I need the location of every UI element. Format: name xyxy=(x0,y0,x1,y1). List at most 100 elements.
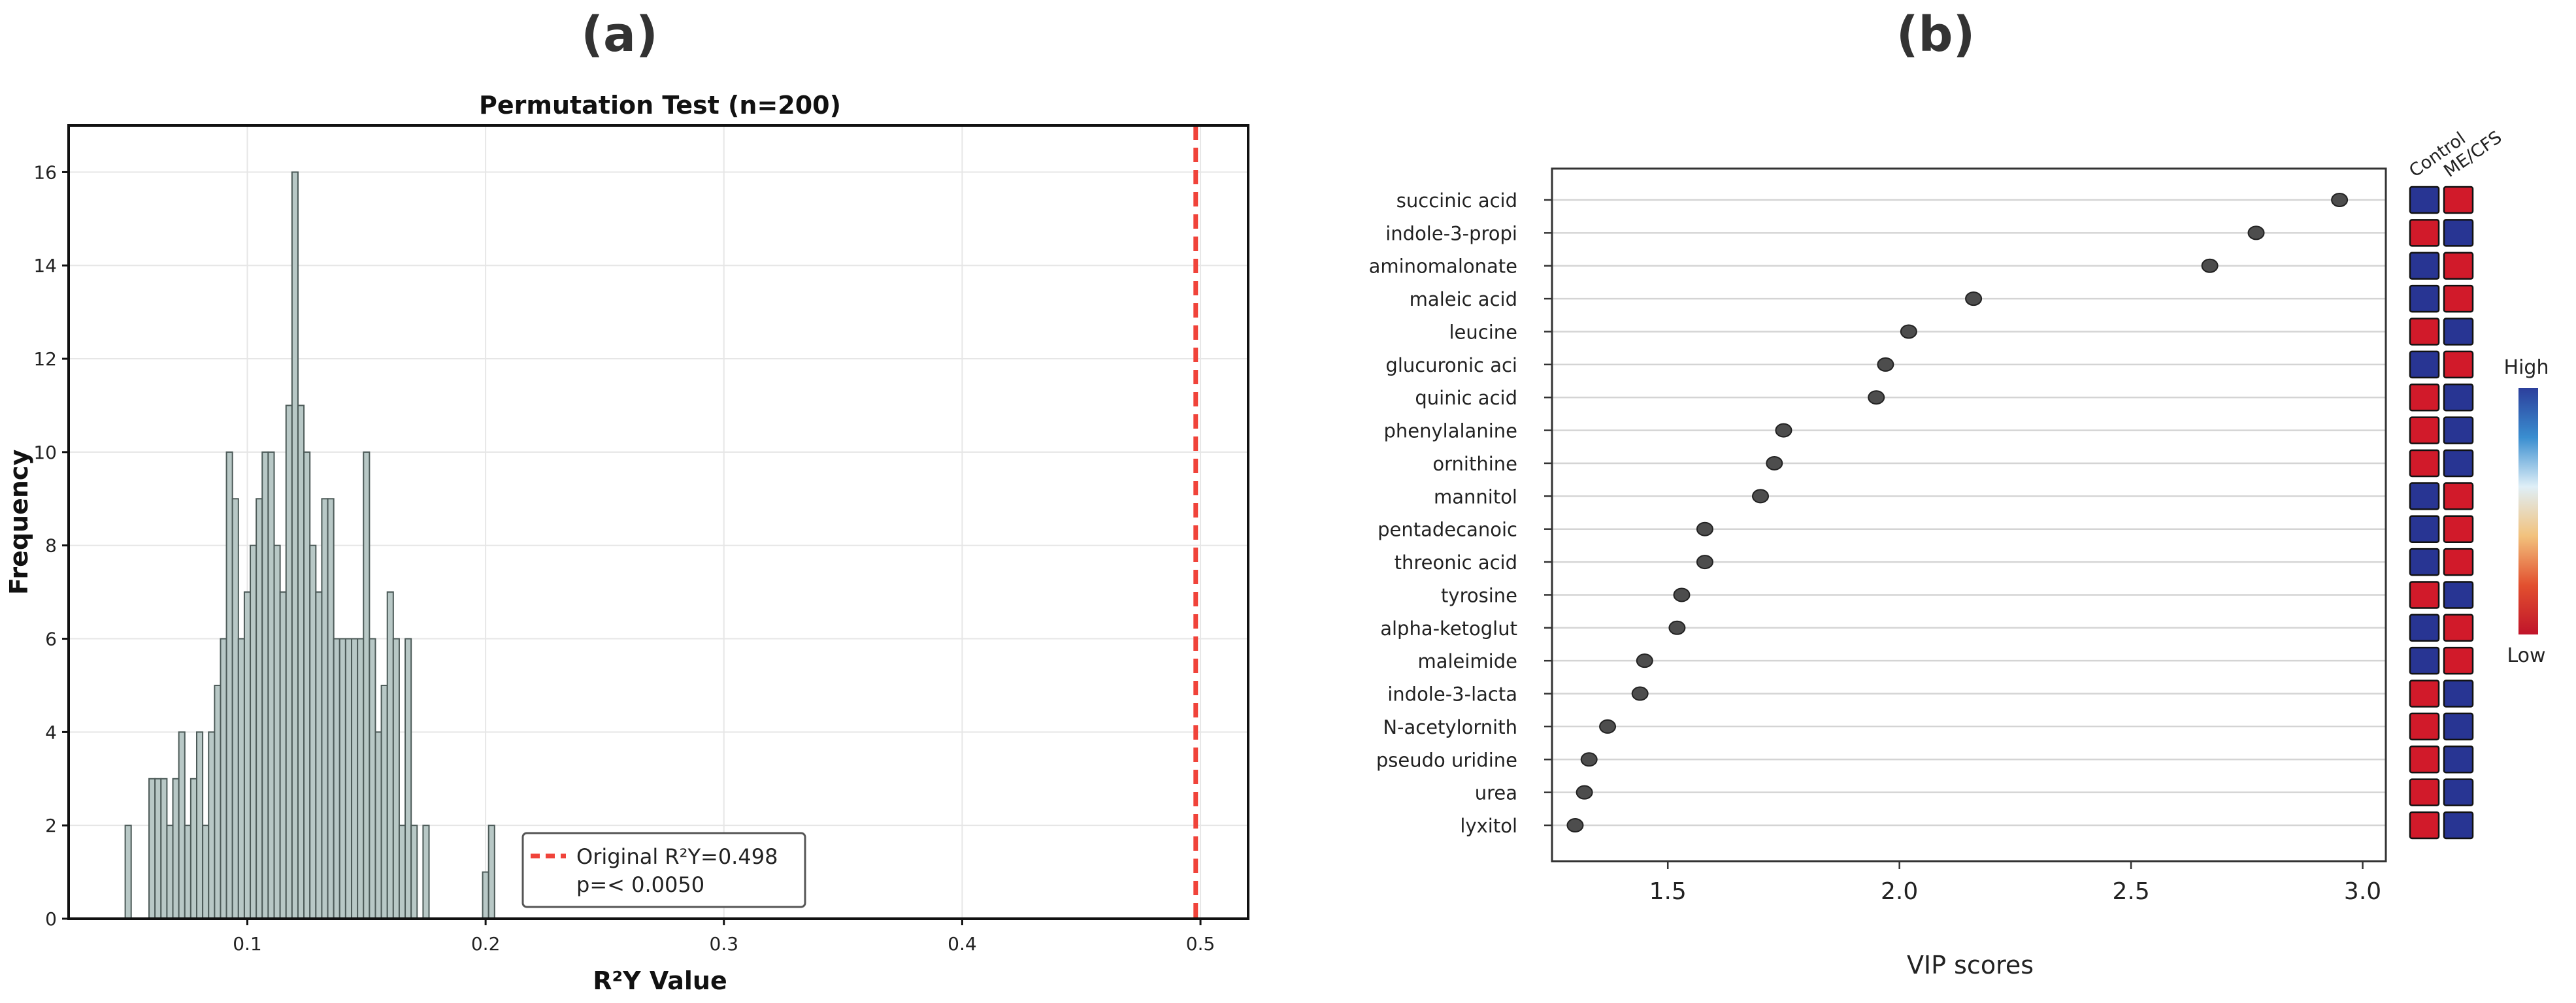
vip-point xyxy=(1696,555,1713,570)
histogram-bar xyxy=(339,638,346,919)
histogram-bar xyxy=(410,825,418,920)
histogram-legend: Original R²Y=0.498 p=< 0.0050 xyxy=(521,832,806,908)
heatmap-cell-control xyxy=(2409,252,2440,280)
vip-x-axis-label: VIP scores xyxy=(1907,951,2034,979)
vip-point xyxy=(2201,258,2219,273)
vip-point xyxy=(1766,455,1783,470)
histogram-bar xyxy=(214,684,222,919)
heatmap-cell-control xyxy=(2409,416,2440,444)
heatmap-cell-mecfs xyxy=(2443,712,2474,741)
vip-point xyxy=(1576,785,1593,800)
heatmap-cell-mecfs xyxy=(2443,350,2474,379)
heatmap-cell-control xyxy=(2409,482,2440,510)
heatmap-cell-control xyxy=(2409,548,2440,576)
heatmap-cell-control xyxy=(2409,778,2440,806)
histogram-bar xyxy=(166,825,174,920)
colorbar-low-label: Low xyxy=(2507,644,2545,667)
histogram-x-ticks: 0.1 0.2 0.3 0.4 0.5 xyxy=(233,919,1215,955)
histogram-bar xyxy=(315,591,323,920)
heatmap-cell-control xyxy=(2409,383,2440,412)
histogram-bar xyxy=(208,731,216,919)
heatmap-cell-mecfs xyxy=(2443,482,2474,510)
vip-x-tick-label: 3.0 xyxy=(2344,878,2381,905)
histogram-bar xyxy=(369,638,376,919)
histogram-bar xyxy=(344,638,353,919)
histogram-bar xyxy=(279,591,287,920)
vip-point xyxy=(2247,225,2265,240)
y-tick-label: 12 xyxy=(33,348,57,370)
heatmap-cell-mecfs xyxy=(2443,680,2474,708)
histogram-bar xyxy=(243,591,252,920)
histogram-bar xyxy=(231,498,239,919)
heatmap-cell-mecfs xyxy=(2443,186,2474,214)
legend-box xyxy=(521,832,806,908)
vip-point xyxy=(1877,357,1894,372)
heatmap-cell-mecfs xyxy=(2443,811,2474,840)
histogram-bar xyxy=(202,825,210,920)
histogram-bar xyxy=(267,451,275,919)
histogram-bar xyxy=(237,638,245,919)
histogram-bar xyxy=(256,498,263,919)
heatmap-cell-control xyxy=(2409,646,2440,675)
histogram-bar xyxy=(190,778,197,919)
vip-point xyxy=(1673,587,1691,602)
colorbar-high-label: High xyxy=(2504,356,2549,379)
vip-point xyxy=(1696,521,1713,536)
histogram-bar xyxy=(225,451,233,919)
vip-row-label: ornithine xyxy=(1432,453,1517,475)
histogram-bar xyxy=(392,638,400,919)
heatmap-cell-control xyxy=(2409,746,2440,774)
y-tick-label: 6 xyxy=(45,629,57,650)
histogram-bar xyxy=(250,544,257,919)
vip-chart: succinic acid indole-3-propi aminomalonate… xyxy=(1369,127,2549,979)
heatmap-cell-control xyxy=(2409,515,2440,543)
histogram-bar xyxy=(327,498,335,919)
histogram-bar xyxy=(273,544,281,919)
heatmap-cell-mecfs xyxy=(2443,778,2474,806)
x-tick-label: 0.2 xyxy=(471,933,501,955)
heatmap-cell-control xyxy=(2409,350,2440,379)
vip-point xyxy=(1775,423,1792,438)
heatmap-cell-mecfs xyxy=(2443,646,2474,675)
histogram-bar xyxy=(184,825,191,920)
vip-row-label: threonic acid xyxy=(1395,551,1517,574)
heatmap-cell-control xyxy=(2409,284,2440,313)
y-tick-label: 4 xyxy=(45,721,57,743)
vip-row-label: lyxitol xyxy=(1460,815,1517,837)
histogram-y-ticks: 0 2 4 6 8 10 12 14 16 xyxy=(33,161,69,930)
heatmap-cell-control xyxy=(2409,712,2440,741)
vip-plot-frame xyxy=(1551,167,2387,863)
vip-point xyxy=(1631,686,1649,701)
heatmap-cell-mecfs xyxy=(2443,318,2474,346)
heatmap-cell-control xyxy=(2409,449,2440,478)
heatmap-cell-mecfs xyxy=(2443,548,2474,576)
histogram-bar xyxy=(297,404,305,919)
histogram-bar xyxy=(178,731,186,919)
vip-rows: succinic acid indole-3-propi aminomalonate… xyxy=(1369,189,2386,837)
histogram-bar xyxy=(291,171,299,920)
histogram-bar xyxy=(380,684,388,919)
vip-row-label: pentadecanoic xyxy=(1378,519,1517,541)
vip-x-ticks: 1.5 2.0 2.5 3.0 xyxy=(1649,861,2381,905)
histogram-bar xyxy=(285,404,293,919)
vip-point xyxy=(1580,752,1598,767)
vip-point xyxy=(1900,324,1917,339)
y-tick-label: 10 xyxy=(33,442,57,463)
heatmap-cell-mecfs xyxy=(2443,746,2474,774)
y-tick-label: 14 xyxy=(33,255,57,276)
heatmap-cell-control xyxy=(2409,219,2440,247)
histogram-bar xyxy=(195,731,204,919)
vip-point xyxy=(1636,653,1653,668)
vip-row-label: phenylalanine xyxy=(1384,420,1518,442)
histogram-bar xyxy=(351,638,359,919)
histogram-bar xyxy=(160,778,168,919)
histogram-bar xyxy=(487,825,495,920)
histogram-bar xyxy=(398,825,406,920)
histogram-bar xyxy=(303,451,311,919)
x-tick-label: 0.1 xyxy=(233,933,262,955)
heatmap-cell-control xyxy=(2409,614,2440,642)
heatmap-cell-mecfs xyxy=(2443,383,2474,412)
heatmap-cell-mecfs xyxy=(2443,416,2474,444)
heatmap-cell-mecfs xyxy=(2443,581,2474,609)
histogram-bar xyxy=(220,638,227,919)
